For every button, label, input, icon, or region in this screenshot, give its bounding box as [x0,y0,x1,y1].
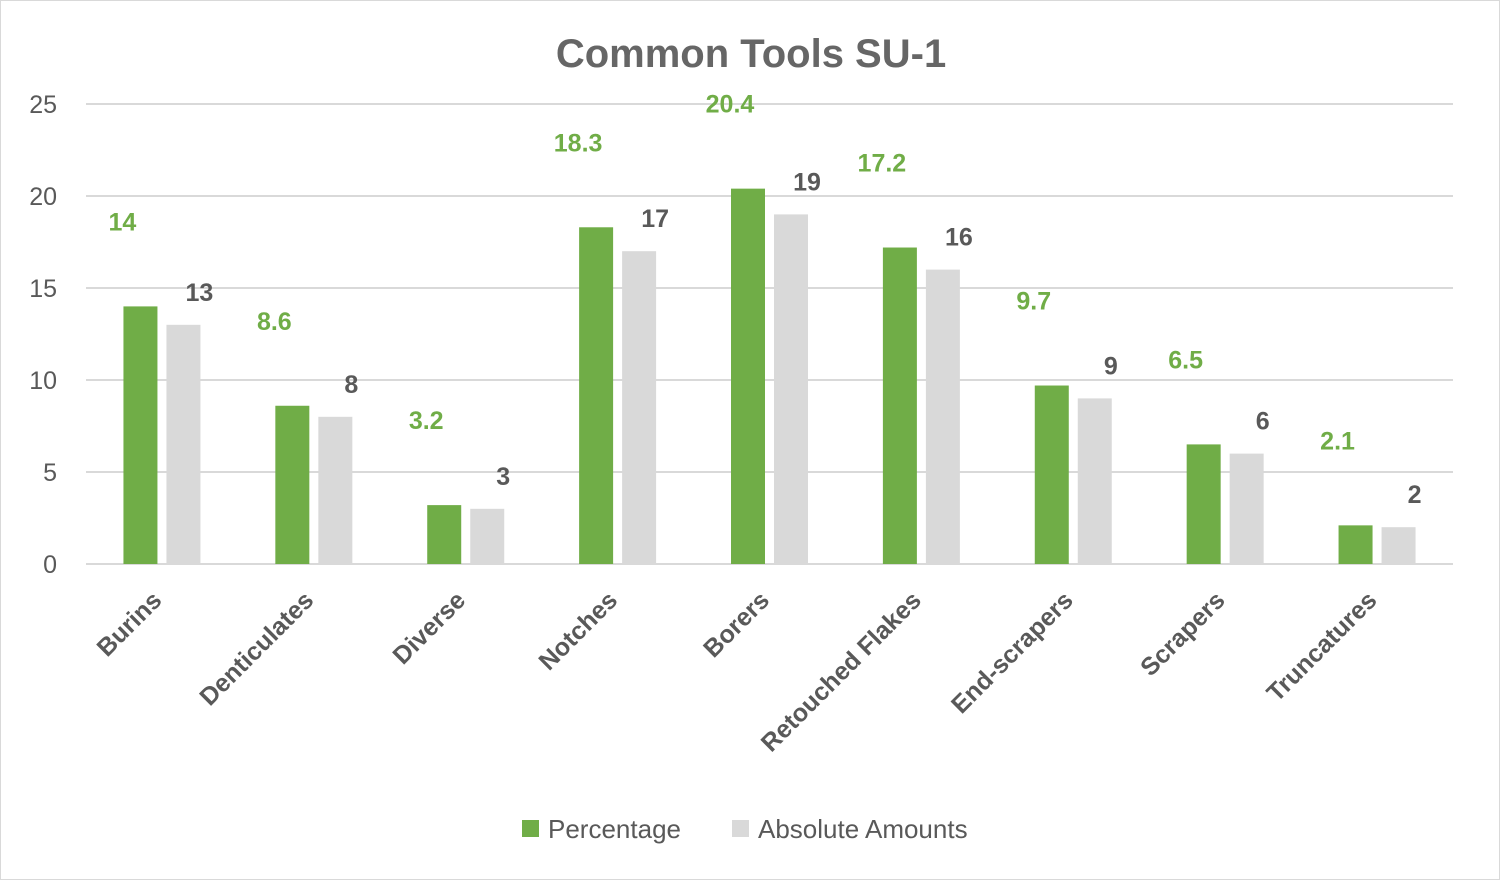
y-tick-label: 0 [43,551,57,579]
bar [1229,453,1264,564]
bar [1077,398,1112,564]
bar [1338,525,1373,564]
data-label: 8.6 [257,308,292,336]
data-labels: 14 13 8.6 8 3.2 3 18.3 17 20.4 19 17.2 16 9.7 9 6.5 6 2.… [109,91,1422,510]
bar [275,405,310,564]
data-label: 20.4 [706,91,755,119]
bar [731,188,765,564]
chart-title: Common Tools SU-1 [556,32,946,76]
x-tick-label: Diverse [387,586,471,670]
bars [123,188,1416,564]
y-tick-label: 5 [43,459,57,487]
legend-swatch [732,820,749,837]
y-tick-label: 20 [29,183,57,211]
bar [470,508,505,564]
x-tick-label: Truncatures [1261,586,1382,707]
y-tick-label: 25 [29,91,57,119]
bar [123,306,158,564]
bar [427,505,462,564]
legend-label: Absolute Amounts [758,814,968,844]
legend-label: Percentage [548,814,681,844]
x-tick-label: Burins [92,586,168,662]
data-label: 19 [793,168,821,196]
data-label: 2.1 [1320,427,1355,455]
x-tick-label: Denticulates [194,586,319,711]
y-tick-label: 15 [29,275,57,303]
bar [1034,385,1069,564]
bar [1381,527,1416,564]
y-axis-ticks: 0 5 10 15 20 25 [29,91,57,579]
data-label: 17 [641,205,669,233]
bar [579,227,614,564]
data-label: 9.7 [1016,288,1051,316]
y-tick-label: 10 [29,367,57,395]
x-tick-label: Notches [533,586,623,676]
bar [318,416,353,564]
bar [166,324,201,564]
bar [925,269,960,564]
bar [774,214,808,564]
data-label: 18.3 [554,129,603,157]
data-label: 2 [1408,481,1422,509]
data-label: 8 [344,371,358,399]
legend-item: Absolute Amounts [732,814,968,844]
data-label: 6 [1256,408,1270,436]
data-label: 17.2 [858,150,907,178]
gridlines [86,103,1453,565]
data-label: 3.2 [409,407,444,435]
x-axis-ticks: Burins Denticulates Diverse Notches BorersRe… [92,586,1383,757]
data-label: 13 [186,279,214,307]
data-label: 9 [1104,352,1118,380]
x-tick-label: Retouched Flakes [756,586,927,757]
data-label: 14 [109,208,137,236]
legend: Percentage Absolute Amounts [522,814,968,844]
bar [1186,444,1221,564]
x-tick-label: End-scrapers [946,586,1079,719]
data-label: 3 [496,463,510,491]
x-tick-label: Scrapers [1135,586,1230,681]
data-label: 6.5 [1168,346,1203,374]
legend-item: Percentage [522,814,681,844]
x-tick-label: Borers [698,586,775,663]
legend-swatch [522,820,539,837]
bar [882,247,917,564]
data-label: 16 [945,224,973,252]
bar [622,251,657,564]
